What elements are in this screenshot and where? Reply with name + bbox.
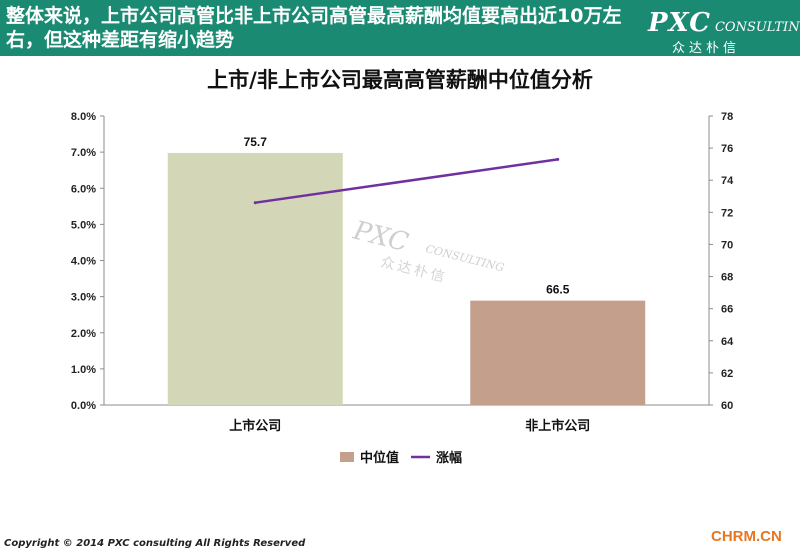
right-tick-label: 66 (721, 304, 733, 316)
line-series (255, 158, 558, 204)
logo-main-text: PXC (648, 8, 711, 38)
left-tick-label: 3.0% (71, 292, 96, 304)
right-tick-label: 74 (721, 175, 734, 187)
left-tick-label: 1.0% (71, 364, 96, 376)
right-tick-label: 64 (721, 336, 734, 348)
slide-headline: 整体来说，上市公司高管比非上市公司高管最高薪酬均值要高出近10万左右，但这种差距… (6, 5, 622, 51)
watermark-cn: 众达朴信 (379, 254, 449, 286)
line-point (253, 201, 257, 205)
left-tick-label: 6.0% (71, 183, 96, 195)
left-tick-label: 7.0% (71, 147, 96, 159)
header-banner: 整体来说，上市公司高管比非上市公司高管最高薪酬均值要高出近10万左右，但这种差距… (0, 0, 800, 56)
logo-chinese-text: 众达朴信 (672, 41, 741, 56)
right-tick-label: 60 (721, 400, 733, 412)
bar-data-label: 66.5 (546, 283, 570, 297)
right-tick-label: 78 (721, 111, 733, 123)
legend-label-line: 涨幅 (435, 450, 462, 466)
legend-swatch-bar (340, 452, 354, 462)
logo-sub-text: CONSULTING (714, 20, 800, 35)
left-tick-label: 8.0% (71, 111, 96, 123)
left-tick-label: 2.0% (71, 328, 96, 340)
left-tick-label: 5.0% (71, 219, 96, 231)
right-tick-label: 72 (721, 207, 733, 219)
line-point (556, 157, 560, 161)
left-tick-label: 4.0% (71, 256, 96, 268)
chart-title: 上市/非上市公司最高高管薪酬中位值分析 (207, 68, 593, 92)
right-tick-label: 76 (721, 143, 733, 155)
category-label: 上市公司 (229, 418, 281, 434)
legend-label-bar: 中位值 (360, 450, 399, 466)
right-tick-label: 70 (721, 239, 733, 251)
right-tick-label: 68 (721, 272, 733, 284)
bar (167, 152, 343, 405)
bar (470, 300, 646, 405)
bar-data-label: 75.7 (244, 135, 268, 149)
left-tick-label: 0.0% (71, 400, 96, 412)
site-brand: CHRM.CN (711, 528, 782, 545)
category-label: 非上市公司 (525, 418, 590, 434)
right-tick-label: 62 (721, 368, 733, 380)
watermark-main: PXC (349, 215, 411, 258)
copyright-footer: Copyright © 2014 PXC consulting All Righ… (4, 538, 306, 549)
